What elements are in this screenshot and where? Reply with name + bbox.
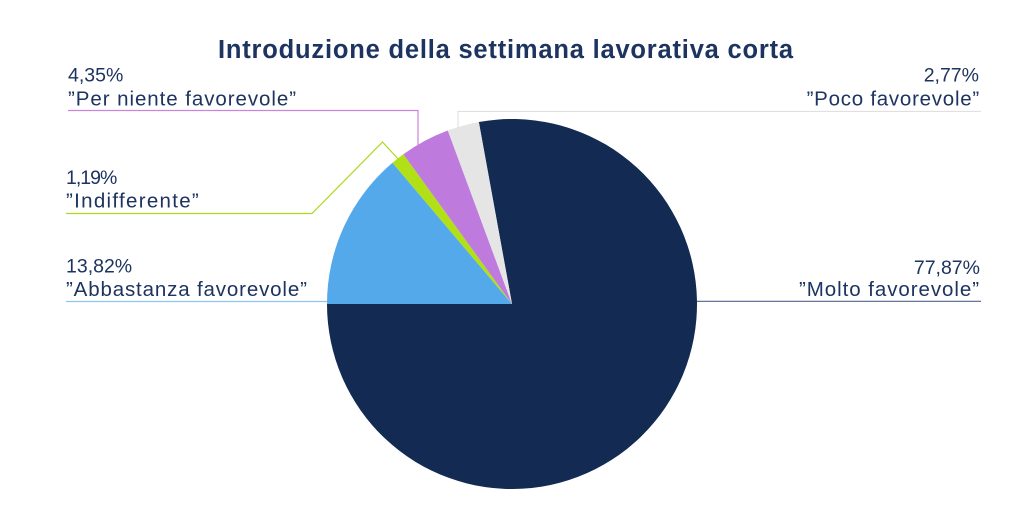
svg-text:”Molto favorevole”: ”Molto favorevole”	[799, 278, 980, 301]
svg-text:”Abbastanza favorevole”: ”Abbastanza favorevole”	[66, 278, 308, 301]
svg-text:”Poco favorevole”: ”Poco favorevole”	[807, 88, 980, 111]
svg-text:13,82%: 13,82%	[66, 256, 132, 278]
svg-text:”Indifferente”: ”Indifferente”	[66, 189, 200, 212]
svg-text:2,77%: 2,77%	[924, 65, 979, 87]
svg-text:”Per niente favorevole”: ”Per niente favorevole”	[68, 87, 297, 110]
svg-text:Introduzione della settimana l: Introduzione della settimana lavorativa …	[218, 36, 794, 64]
svg-text:77,87%: 77,87%	[914, 257, 980, 279]
svg-text:1,19%: 1,19%	[66, 167, 117, 189]
svg-text:4,35%: 4,35%	[68, 65, 123, 87]
